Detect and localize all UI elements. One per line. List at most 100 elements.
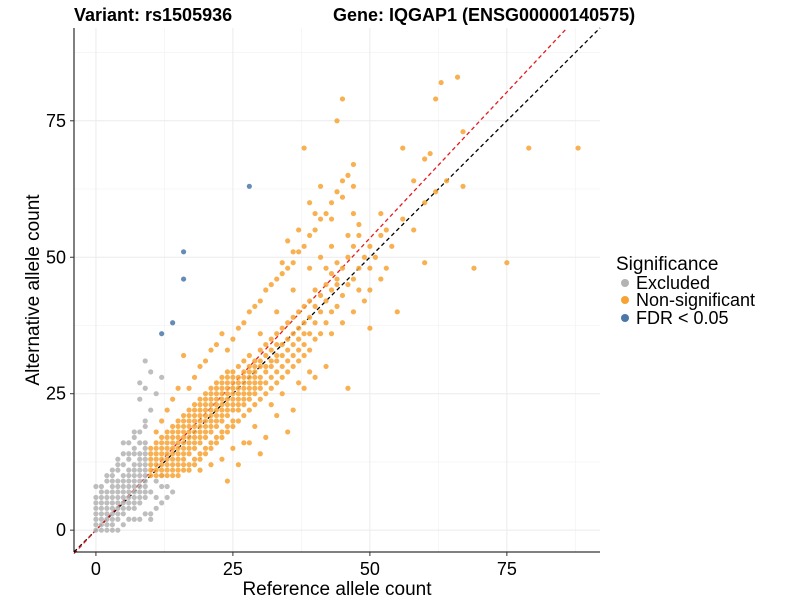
point-non-significant: [191, 440, 198, 446]
x-tick-label: 50: [360, 559, 380, 579]
point-excluded: [115, 478, 121, 484]
point-non-significant: [175, 456, 181, 462]
point-non-significant: [422, 260, 428, 266]
point-non-significant: [197, 429, 203, 435]
point-non-significant: [268, 374, 274, 380]
point-non-significant: [263, 391, 269, 397]
point-non-significant: [180, 418, 187, 424]
point-non-significant: [383, 265, 389, 271]
point-non-significant: [186, 462, 192, 468]
point-non-significant: [301, 385, 307, 391]
chart-title-gene: Gene: IQGAP1 (ENSG00000140575): [333, 5, 635, 25]
point-excluded: [131, 467, 137, 473]
point-excluded: [142, 456, 148, 462]
y-tick-label: 50: [46, 247, 66, 267]
point-excluded: [131, 472, 137, 479]
point-excluded: [104, 516, 110, 522]
point-non-significant: [285, 369, 291, 375]
point-non-significant: [202, 391, 209, 397]
point-non-significant: [235, 325, 241, 331]
point-non-significant: [263, 434, 269, 440]
point-non-significant: [170, 472, 176, 479]
point-excluded: [126, 505, 132, 511]
point-excluded: [120, 451, 126, 457]
point-non-significant: [208, 347, 214, 353]
legend-label-excluded: Excluded: [636, 273, 710, 293]
point-non-significant: [285, 347, 291, 353]
point-non-significant: [175, 385, 181, 391]
point-non-significant: [345, 172, 351, 178]
point-non-significant: [202, 412, 209, 419]
point-excluded: [142, 467, 148, 473]
point-excluded: [142, 385, 148, 391]
point-non-significant: [208, 418, 214, 424]
point-non-significant: [230, 418, 236, 424]
point-non-significant: [219, 418, 225, 424]
point-excluded: [93, 511, 99, 517]
point-non-significant: [356, 221, 362, 228]
point-non-significant: [159, 440, 165, 446]
point-non-significant: [186, 423, 192, 430]
point-non-significant: [213, 423, 220, 430]
point-non-significant: [159, 445, 165, 451]
point-non-significant: [263, 369, 269, 375]
point-excluded: [109, 505, 115, 511]
point-excluded: [93, 494, 99, 501]
point-non-significant: [213, 440, 220, 446]
point-non-significant: [279, 271, 285, 277]
point-non-significant: [180, 467, 187, 473]
point-non-significant: [301, 303, 307, 309]
point-non-significant: [378, 232, 384, 239]
point-non-significant: [170, 456, 176, 462]
point-non-significant: [213, 407, 220, 413]
point-fdr-0-05: [159, 331, 165, 337]
point-excluded: [137, 380, 143, 386]
point-non-significant: [328, 271, 335, 277]
point-excluded: [153, 505, 159, 511]
point-non-significant: [213, 391, 220, 397]
point-excluded: [142, 423, 148, 430]
point-excluded: [115, 483, 121, 490]
point-non-significant: [230, 445, 236, 451]
point-non-significant: [197, 456, 203, 462]
point-non-significant: [197, 418, 203, 424]
point-non-significant: [274, 331, 280, 337]
point-non-significant: [180, 434, 187, 440]
point-non-significant: [219, 407, 225, 413]
point-non-significant: [191, 402, 198, 408]
point-excluded: [142, 440, 148, 446]
point-non-significant: [279, 260, 285, 266]
point-non-significant: [202, 445, 209, 451]
point-non-significant: [170, 467, 176, 473]
point-excluded: [126, 516, 132, 522]
point-non-significant: [296, 347, 302, 353]
point-non-significant: [213, 412, 220, 419]
point-excluded: [93, 527, 99, 533]
point-non-significant: [224, 429, 231, 435]
point-excluded: [153, 494, 159, 501]
point-non-significant: [345, 385, 351, 391]
point-non-significant: [323, 320, 329, 326]
point-non-significant: [400, 145, 406, 151]
point-non-significant: [224, 380, 231, 386]
point-excluded: [93, 516, 99, 522]
point-excluded: [159, 500, 165, 506]
point-non-significant: [208, 407, 214, 413]
point-excluded: [120, 505, 126, 511]
point-non-significant: [350, 210, 357, 217]
point-non-significant: [274, 341, 280, 348]
point-non-significant: [197, 402, 203, 408]
point-non-significant: [246, 369, 252, 375]
point-non-significant: [235, 396, 241, 402]
y-tick-label: 0: [56, 520, 66, 540]
point-non-significant: [296, 336, 302, 342]
point-excluded: [98, 522, 104, 528]
point-non-significant: [170, 451, 176, 457]
point-non-significant: [274, 412, 280, 419]
point-non-significant: [208, 396, 214, 402]
point-excluded: [126, 467, 132, 473]
point-excluded: [109, 467, 115, 473]
point-excluded: [104, 478, 110, 484]
point-excluded: [98, 489, 104, 495]
point-non-significant: [148, 456, 154, 462]
